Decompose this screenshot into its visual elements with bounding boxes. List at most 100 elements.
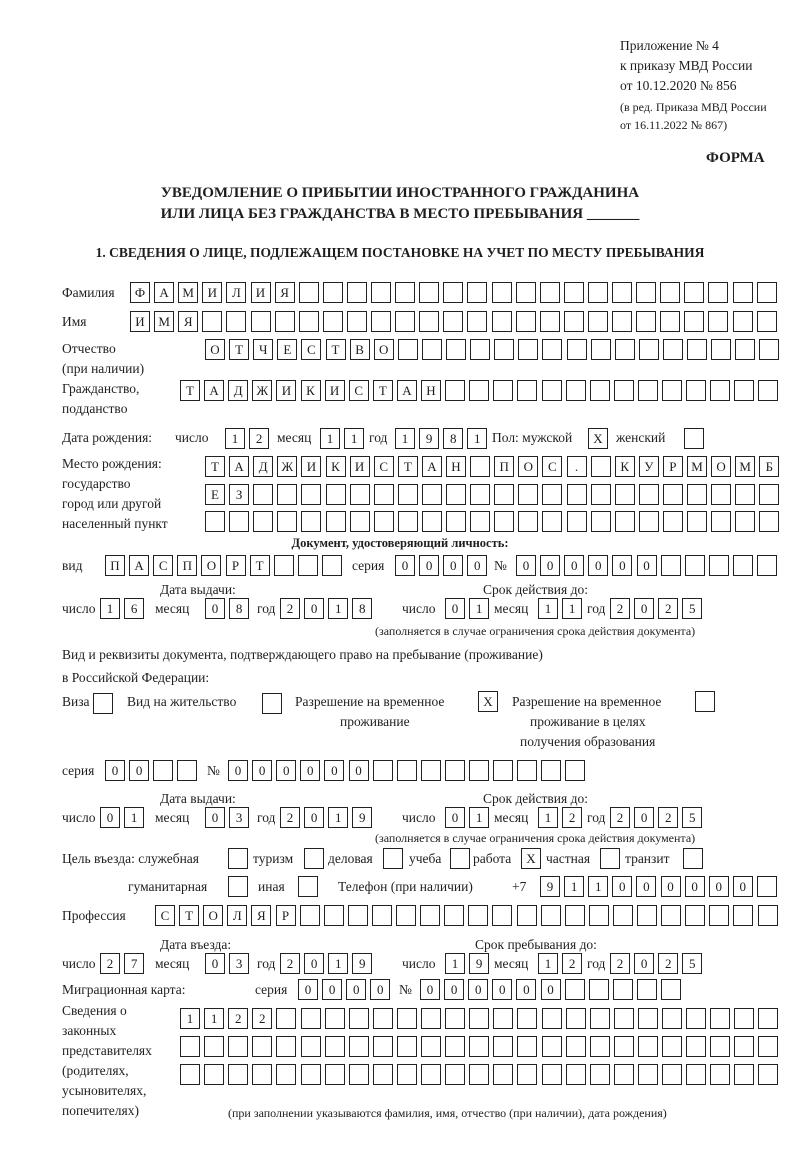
char-cell[interactable]: 0 [348, 760, 369, 781]
checkbox-cell[interactable]: X [588, 428, 608, 449]
char-cell[interactable] [371, 905, 392, 926]
char-cell[interactable]: К [614, 456, 635, 477]
char-cell[interactable] [563, 311, 584, 332]
char-cell[interactable]: 2 [562, 807, 583, 828]
char-cell[interactable] [321, 555, 342, 576]
checkbox-cell[interactable] [450, 848, 470, 869]
char-cell[interactable] [686, 1008, 707, 1029]
char-cell[interactable] [276, 1008, 297, 1029]
char-cell[interactable]: 0 [516, 555, 536, 576]
char-cell[interactable] [734, 380, 755, 401]
char-cell[interactable] [612, 282, 632, 303]
checkbox-cell[interactable] [262, 693, 282, 714]
char-cell[interactable] [250, 311, 271, 332]
char-cell[interactable]: 3 [229, 807, 250, 828]
char-cell[interactable]: 0 [205, 598, 225, 619]
char-cell[interactable] [469, 380, 490, 401]
char-cell[interactable] [276, 1036, 297, 1057]
char-cell[interactable] [467, 311, 488, 332]
char-cell[interactable]: 0 [612, 876, 633, 897]
char-cell[interactable] [542, 339, 563, 360]
char-cell[interactable] [494, 511, 515, 532]
char-cell[interactable] [301, 511, 322, 532]
char-cell[interactable] [468, 905, 489, 926]
char-cell[interactable] [517, 1064, 538, 1085]
char-cell[interactable] [347, 905, 368, 926]
char-cell[interactable]: 1 [469, 598, 490, 619]
char-cell[interactable] [613, 1036, 634, 1057]
char-cell[interactable] [565, 760, 586, 781]
char-cell[interactable]: О [711, 456, 732, 477]
char-cell[interactable] [759, 339, 780, 360]
char-cell[interactable] [759, 484, 780, 505]
char-cell[interactable]: Р [662, 456, 683, 477]
char-cell[interactable] [273, 555, 294, 576]
char-cell[interactable]: 0 [540, 979, 561, 1000]
char-cell[interactable] [734, 1008, 755, 1029]
char-cell[interactable] [516, 905, 537, 926]
char-cell[interactable] [276, 1064, 297, 1085]
char-cell[interactable] [204, 1036, 225, 1057]
char-cell[interactable]: О [203, 905, 224, 926]
char-cell[interactable] [662, 380, 682, 401]
char-cell[interactable] [542, 484, 563, 505]
char-cell[interactable] [732, 282, 753, 303]
char-cell[interactable] [637, 1036, 658, 1057]
char-cell[interactable] [421, 339, 442, 360]
char-cell[interactable] [325, 484, 346, 505]
char-cell[interactable] [229, 511, 250, 532]
char-cell[interactable] [469, 1064, 490, 1085]
char-cell[interactable]: Ч [253, 339, 274, 360]
checkbox-cell[interactable] [298, 876, 318, 897]
char-cell[interactable]: 0 [634, 807, 655, 828]
char-cell[interactable]: М [178, 282, 199, 303]
char-cell[interactable]: Е [277, 339, 298, 360]
char-cell[interactable]: 0 [467, 555, 488, 576]
char-cell[interactable] [445, 380, 466, 401]
char-cell[interactable] [228, 1064, 249, 1085]
char-cell[interactable]: 0 [370, 979, 391, 1000]
char-cell[interactable]: А [204, 380, 225, 401]
char-cell[interactable]: Ж [252, 380, 273, 401]
char-cell[interactable]: 0 [205, 953, 225, 974]
char-cell[interactable]: 0 [395, 555, 415, 576]
char-cell[interactable] [228, 1036, 249, 1057]
char-cell[interactable]: 1 [100, 598, 120, 619]
char-cell[interactable]: 0 [443, 555, 464, 576]
char-cell[interactable] [205, 511, 225, 532]
char-cell[interactable]: О [518, 456, 539, 477]
char-cell[interactable] [517, 380, 538, 401]
char-cell[interactable] [661, 979, 681, 1000]
char-cell[interactable] [708, 555, 729, 576]
char-cell[interactable]: 5 [682, 598, 703, 619]
char-cell[interactable] [324, 1064, 345, 1085]
char-cell[interactable] [757, 905, 778, 926]
char-cell[interactable] [325, 511, 346, 532]
char-cell[interactable] [711, 511, 732, 532]
char-cell[interactable]: 2 [228, 1008, 249, 1029]
char-cell[interactable] [590, 456, 611, 477]
char-cell[interactable]: Т [397, 456, 418, 477]
char-cell[interactable] [613, 380, 634, 401]
char-cell[interactable] [324, 1008, 345, 1029]
char-cell[interactable] [395, 311, 416, 332]
char-cell[interactable] [349, 484, 370, 505]
char-cell[interactable]: 0 [276, 760, 297, 781]
char-cell[interactable]: 2 [280, 598, 300, 619]
char-cell[interactable]: 1 [562, 598, 583, 619]
char-cell[interactable]: 5 [682, 807, 703, 828]
char-cell[interactable] [446, 484, 466, 505]
char-cell[interactable] [636, 979, 657, 1000]
char-cell[interactable] [589, 1036, 610, 1057]
char-cell[interactable]: 9 [419, 428, 440, 449]
char-cell[interactable]: 1 [328, 953, 349, 974]
char-cell[interactable] [515, 311, 536, 332]
char-cell[interactable]: 2 [610, 598, 630, 619]
char-cell[interactable] [420, 905, 441, 926]
char-cell[interactable] [421, 1036, 441, 1057]
char-cell[interactable] [613, 1064, 634, 1085]
char-cell[interactable]: 2 [658, 953, 679, 974]
char-cell[interactable] [684, 555, 705, 576]
checkbox-cell[interactable] [304, 848, 324, 869]
char-cell[interactable] [590, 339, 611, 360]
